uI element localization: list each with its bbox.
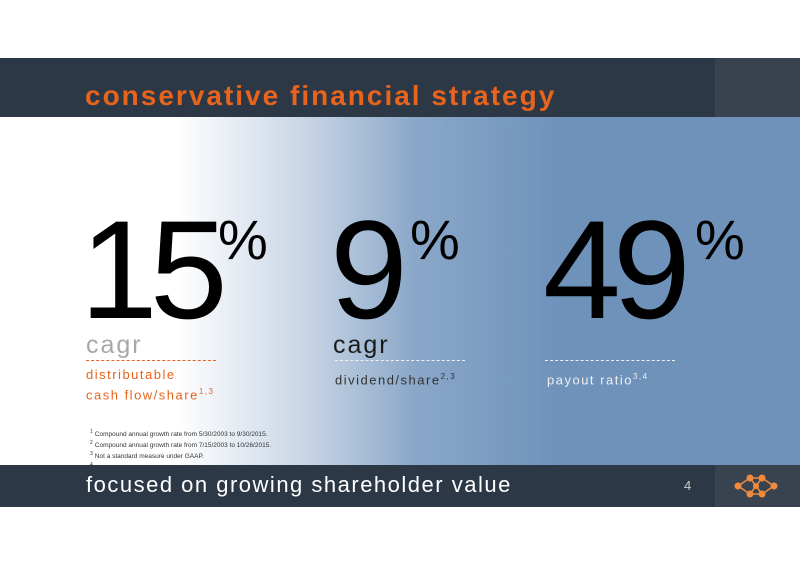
footer-text: focused on growing shareholder value (86, 472, 512, 497)
footnote: 3 Not a standard measure under GAAP. (90, 450, 271, 461)
footnote-marker: 3 (90, 451, 93, 458)
stat-caption: payout ratio3,4 (547, 368, 649, 388)
footnote: 1 Compound annual growth rate from 5/30/2… (90, 428, 271, 439)
logo (734, 474, 778, 498)
footer-band (0, 465, 800, 507)
stat-value: 9 (330, 191, 408, 348)
divider (545, 360, 675, 361)
stat-label: cagr (333, 331, 390, 359)
superscript: 3,4 (632, 372, 649, 381)
footnote-marker: 2 (90, 440, 93, 447)
divider (86, 360, 216, 361)
slide-title: conservative financial strategy (85, 80, 557, 111)
stat-unit: % (410, 208, 460, 271)
map-background (0, 117, 800, 465)
footnote: 2 Compound annual growth rate from 7/15/2… (90, 439, 271, 450)
logo-dots (734, 474, 778, 498)
stat-caption: dividend/share2,3 (335, 368, 456, 388)
stat-unit: % (218, 208, 268, 271)
caption-line: dividend/share (335, 372, 441, 388)
divider (335, 360, 465, 361)
stat-caption: distributable cash flow/share1,3 (86, 366, 214, 403)
footnote-text: Not a standard measure under GAAP. (94, 453, 204, 461)
superscript: 2,3 (440, 372, 457, 381)
header-band-right (715, 58, 800, 117)
footnote-text: Compound annual growth rate from 5/30/20… (94, 431, 268, 439)
stat-label: cagr (86, 331, 143, 359)
footnote-text: Compound annual growth rate from 7/15/20… (94, 442, 272, 450)
caption-line: cash flow/share (86, 387, 199, 403)
caption-line: distributable (86, 367, 176, 382)
footnote-marker: 1 (90, 429, 93, 435)
stat-value: 15 (80, 191, 228, 348)
header-band (0, 58, 800, 117)
stat-value: 49 (543, 191, 691, 348)
page-number: 4 (684, 478, 692, 493)
stat-unit: % (695, 208, 745, 271)
caption-line: payout ratio (547, 372, 633, 388)
superscript: 1,3 (198, 387, 215, 396)
